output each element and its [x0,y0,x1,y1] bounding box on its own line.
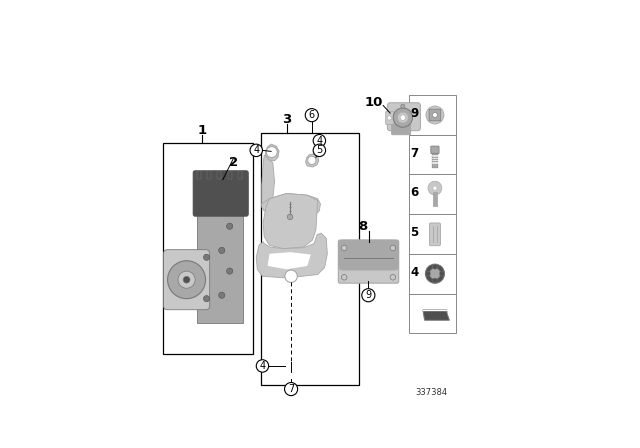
Circle shape [285,383,298,396]
Bar [409,95,456,135]
Circle shape [168,261,205,299]
Polygon shape [268,252,311,269]
FancyBboxPatch shape [387,103,420,131]
Bar [197,198,243,323]
Circle shape [426,271,431,276]
Text: 7: 7 [410,147,419,160]
Circle shape [266,146,277,158]
Polygon shape [262,155,275,211]
Bar [163,143,253,354]
FancyBboxPatch shape [431,146,439,154]
Circle shape [204,254,210,260]
Bar [409,174,456,214]
Circle shape [440,271,444,276]
Polygon shape [265,144,279,161]
Text: 4: 4 [410,266,419,279]
Circle shape [313,144,326,156]
Circle shape [433,112,437,117]
Text: 4: 4 [253,145,259,155]
Text: 1: 1 [198,124,207,137]
Bar [260,133,359,385]
Text: 8: 8 [358,220,367,233]
Circle shape [342,275,347,280]
Circle shape [429,268,440,279]
Circle shape [285,270,298,283]
Polygon shape [263,194,317,249]
Circle shape [178,271,195,288]
Circle shape [204,296,210,302]
Bar [228,171,232,179]
Bar [409,214,456,254]
Circle shape [426,106,444,124]
Bar [409,254,456,293]
Text: 337384: 337384 [415,388,447,397]
Text: 5: 5 [410,226,419,239]
Circle shape [390,275,396,280]
Circle shape [219,247,225,254]
Circle shape [433,186,437,190]
Polygon shape [256,233,327,278]
Circle shape [250,144,262,156]
Bar [217,171,221,179]
Circle shape [227,268,233,274]
FancyBboxPatch shape [163,250,210,310]
Bar [409,135,456,174]
Circle shape [400,115,406,121]
Text: 4: 4 [259,361,266,371]
Circle shape [305,108,318,122]
Bar [207,171,211,179]
Circle shape [390,245,396,251]
Circle shape [425,264,445,283]
FancyBboxPatch shape [386,112,394,125]
Circle shape [287,214,293,220]
Polygon shape [423,310,449,320]
Text: 4: 4 [316,136,323,146]
Circle shape [387,116,392,120]
Circle shape [308,156,316,164]
FancyBboxPatch shape [339,240,398,270]
FancyBboxPatch shape [392,124,411,135]
Circle shape [401,104,405,108]
Bar [238,171,242,179]
Circle shape [313,134,326,147]
Circle shape [433,278,437,283]
Bar [409,293,456,333]
Text: 3: 3 [282,113,291,126]
Text: 6: 6 [308,110,315,120]
Circle shape [342,245,347,251]
Text: 5: 5 [316,145,323,155]
Text: 7: 7 [288,384,294,394]
Text: 9: 9 [365,290,371,300]
Circle shape [428,181,442,195]
Circle shape [227,223,233,229]
Text: 2: 2 [228,156,237,169]
Circle shape [256,360,269,372]
FancyBboxPatch shape [193,171,248,216]
Polygon shape [262,194,321,220]
FancyBboxPatch shape [339,240,399,283]
Text: 10: 10 [365,96,383,109]
Polygon shape [197,202,243,323]
Circle shape [219,292,225,298]
Circle shape [393,108,413,127]
Text: 6: 6 [410,186,419,199]
Polygon shape [305,154,319,167]
FancyBboxPatch shape [429,109,441,121]
FancyBboxPatch shape [429,223,440,246]
Circle shape [397,112,408,123]
Bar [196,171,201,179]
Text: 9: 9 [410,107,419,120]
Circle shape [183,276,190,283]
Circle shape [433,264,437,269]
Circle shape [362,289,375,302]
